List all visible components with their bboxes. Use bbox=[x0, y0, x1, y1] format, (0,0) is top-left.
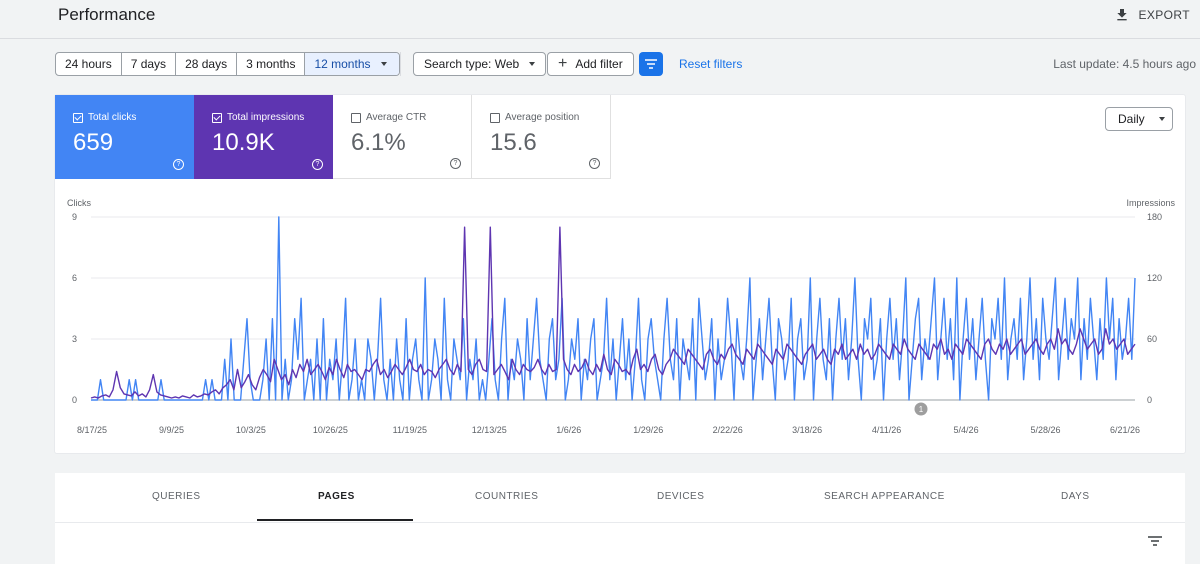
y-tick-right: 180 bbox=[1147, 212, 1162, 222]
filter-rows-icon[interactable] bbox=[1147, 534, 1163, 548]
x-tick-label: 6/21/26 bbox=[1110, 425, 1140, 435]
top-bar: Performance EXPORT bbox=[0, 0, 1200, 39]
date-range-selector: 24 hours 7 days 28 days 3 months 12 mont… bbox=[55, 52, 400, 76]
x-tick-label: 11/19/25 bbox=[393, 425, 427, 435]
help-icon[interactable]: ? bbox=[173, 159, 184, 170]
checkbox-icon[interactable] bbox=[351, 112, 361, 123]
reset-filters-link[interactable]: Reset filters bbox=[679, 57, 743, 71]
search-type-dropdown[interactable]: Search type: Web bbox=[413, 52, 547, 76]
help-icon[interactable]: ? bbox=[589, 158, 600, 169]
divider bbox=[400, 52, 401, 76]
metric-label: Average position bbox=[505, 112, 580, 123]
tab-queries[interactable]: QUERIES bbox=[152, 491, 201, 502]
annotation-label: 1 bbox=[919, 405, 924, 414]
metric-label: Total impressions bbox=[227, 112, 305, 123]
plus-icon: + bbox=[558, 55, 568, 72]
checkbox-icon[interactable] bbox=[212, 112, 222, 123]
tab-pages[interactable]: PAGES bbox=[318, 491, 355, 502]
annotation-marker bbox=[914, 402, 928, 416]
add-filter-label: Add filter bbox=[575, 57, 623, 71]
right-axis-label: Impressions bbox=[1126, 198, 1175, 208]
tab-countries[interactable]: COUNTRIES bbox=[475, 491, 539, 502]
range-3-months[interactable]: 3 months bbox=[237, 53, 306, 75]
range-12-months-label: 12 months bbox=[314, 57, 371, 71]
left-axis-label: Clicks bbox=[67, 198, 91, 208]
x-tick-label: 5/4/26 bbox=[954, 425, 979, 435]
checkbox-icon[interactable] bbox=[490, 112, 500, 123]
filters-bar: 24 hours 7 days 28 days 3 months 12 mont… bbox=[55, 52, 1200, 76]
metric-card-average-ctr[interactable]: Average CTR 6.1% ? bbox=[333, 95, 472, 179]
range-7-days[interactable]: 7 days bbox=[122, 53, 177, 75]
y-tick-right: 0 bbox=[1147, 395, 1152, 405]
x-tick-label: 4/11/26 bbox=[872, 425, 901, 435]
tab-devices[interactable]: DEVICES bbox=[657, 491, 705, 502]
filter-sliders-icon bbox=[645, 59, 657, 69]
x-tick-label: 8/17/25 bbox=[77, 425, 107, 435]
y-tick-right: 60 bbox=[1147, 334, 1157, 344]
dimension-tabs: QUERIES PAGES COUNTRIES DEVICES SEARCH A… bbox=[55, 473, 1185, 523]
chevron-down-icon bbox=[529, 62, 536, 66]
tab-search-appearance[interactable]: SEARCH APPEARANCE bbox=[824, 491, 945, 502]
tab-days[interactable]: DAYS bbox=[1061, 491, 1090, 502]
search-type-label: Search type: Web bbox=[424, 57, 520, 71]
metric-value: 15.6 bbox=[490, 129, 537, 156]
metric-label: Average CTR bbox=[366, 112, 427, 123]
help-icon[interactable]: ? bbox=[312, 159, 323, 170]
download-icon bbox=[1117, 9, 1128, 21]
metric-value: 659 bbox=[73, 129, 114, 156]
active-tab-indicator bbox=[257, 519, 413, 521]
metric-label: Total clicks bbox=[88, 112, 137, 123]
x-tick-label: 10/3/25 bbox=[236, 425, 266, 435]
page-title: Performance bbox=[58, 5, 156, 24]
series-line-impressions bbox=[90, 226, 1136, 399]
export-label: EXPORT bbox=[1138, 8, 1190, 22]
chevron-down-icon bbox=[1158, 117, 1165, 121]
x-tick-label: 12/13/25 bbox=[472, 425, 507, 435]
checkbox-icon[interactable] bbox=[73, 112, 83, 123]
granularity-label: Daily bbox=[1118, 112, 1145, 126]
series-line-clicks bbox=[91, 216, 1136, 401]
x-tick-label: 2/22/26 bbox=[713, 425, 743, 435]
x-tick-label: 5/28/26 bbox=[1031, 425, 1061, 435]
range-24-hours[interactable]: 24 hours bbox=[56, 53, 122, 75]
y-tick-left: 3 bbox=[72, 334, 77, 344]
table-area bbox=[55, 523, 1185, 564]
x-tick-label: 10/26/25 bbox=[313, 425, 348, 435]
last-update-text: Last update: 4.5 hours ago bbox=[1053, 57, 1196, 71]
performance-panel: Total clicks 659 ? Total impressions 10.… bbox=[55, 95, 1185, 453]
performance-chart[interactable]: 0 3 6 9 0 60 120 180 Clicks Impressions 8/17/25 9/9… bbox=[55, 195, 1185, 445]
x-tick-label: 9/9/25 bbox=[159, 425, 184, 435]
x-tick-label: 1/29/26 bbox=[633, 425, 663, 435]
granularity-dropdown[interactable]: Daily bbox=[1105, 107, 1173, 131]
export-button[interactable]: EXPORT bbox=[1114, 7, 1190, 23]
metric-value: 10.9K bbox=[212, 129, 275, 156]
y-tick-left: 9 bbox=[72, 212, 77, 222]
filter-options-button[interactable] bbox=[639, 52, 663, 76]
metric-card-total-impressions[interactable]: Total impressions 10.9K ? bbox=[194, 95, 333, 179]
x-tick-label: 3/18/26 bbox=[792, 425, 822, 435]
chevron-down-icon bbox=[380, 62, 387, 66]
metric-value: 6.1% bbox=[351, 129, 406, 156]
range-12-months[interactable]: 12 months bbox=[305, 53, 399, 75]
y-tick-left: 0 bbox=[72, 395, 77, 405]
add-filter-button[interactable]: + Add filter bbox=[547, 52, 634, 76]
y-tick-left: 6 bbox=[72, 273, 77, 283]
y-tick-right: 120 bbox=[1147, 273, 1162, 283]
metric-card-total-clicks[interactable]: Total clicks 659 ? bbox=[55, 95, 194, 179]
help-icon[interactable]: ? bbox=[450, 158, 461, 169]
x-tick-label: 1/6/26 bbox=[556, 425, 581, 435]
range-28-days[interactable]: 28 days bbox=[176, 53, 238, 75]
metric-card-average-position[interactable]: Average position 15.6 ? bbox=[472, 95, 611, 179]
